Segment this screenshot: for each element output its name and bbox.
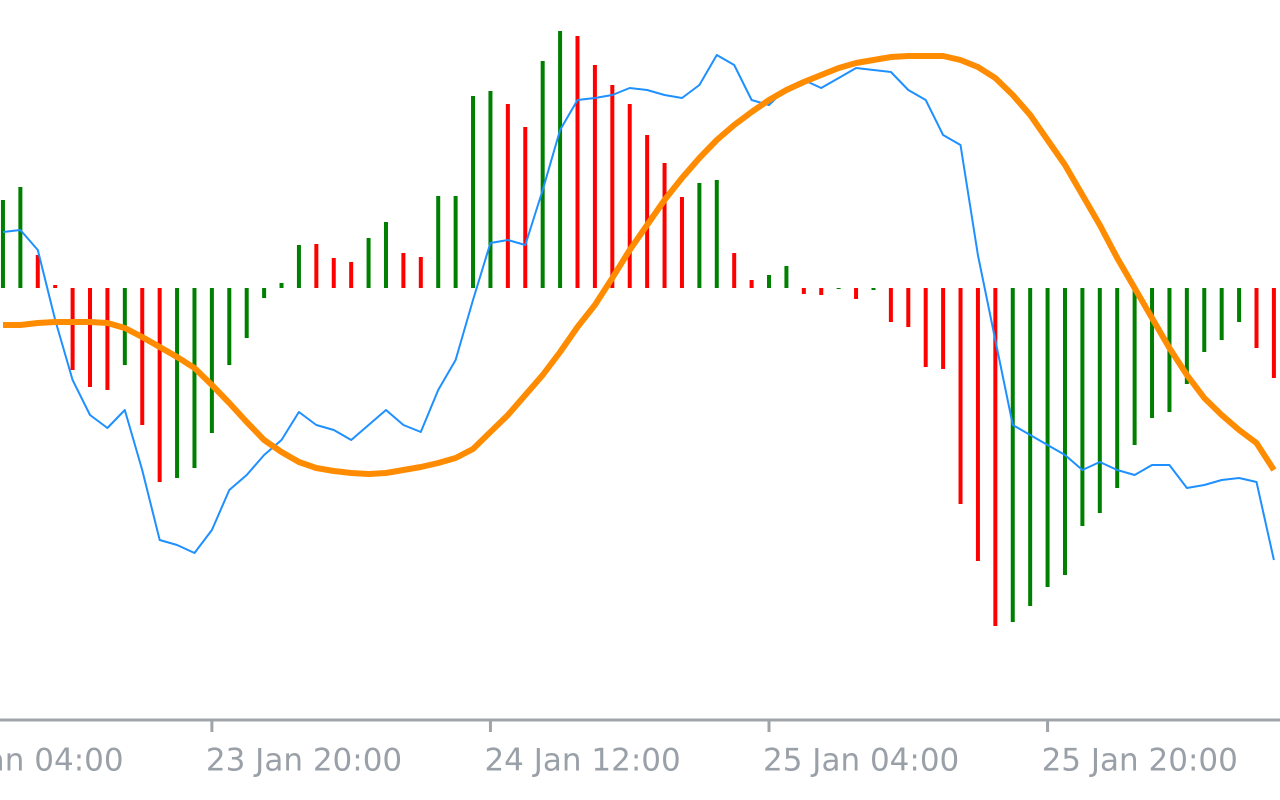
histogram-bar <box>505 104 510 288</box>
histogram-bar <box>349 262 354 288</box>
histogram-bar <box>1045 288 1050 587</box>
histogram-bar <box>175 288 180 478</box>
x-tick-label: 24 Jan 12:00 <box>484 743 680 779</box>
histogram-bar <box>471 96 476 288</box>
histogram-bar <box>941 288 946 369</box>
histogram-bar <box>558 31 563 288</box>
histogram-bar <box>714 180 719 288</box>
histogram-bar <box>70 288 75 370</box>
histogram-bar <box>314 244 319 288</box>
histogram-bar <box>1150 288 1155 418</box>
histogram-bar <box>575 36 580 288</box>
histogram-bar <box>801 288 806 294</box>
histogram-bar <box>836 288 841 289</box>
histogram-bar <box>627 104 632 288</box>
histogram-bar <box>140 288 145 425</box>
histogram-bar <box>105 288 110 390</box>
histogram-bar <box>88 288 93 387</box>
indicator-line <box>2 54 1275 561</box>
histogram-bar <box>645 135 650 288</box>
histogram-bar <box>436 196 441 288</box>
histogram-bar <box>1132 288 1137 445</box>
histogram-bar <box>1028 288 1033 606</box>
histogram-bar <box>854 288 859 299</box>
histogram-bar <box>0 200 5 288</box>
histogram-bar <box>1010 288 1015 622</box>
histogram-bar <box>732 253 737 288</box>
histogram-bar <box>418 257 423 288</box>
histogram-bar <box>888 288 893 322</box>
histogram-bar <box>784 266 789 288</box>
histogram-bar <box>1184 288 1189 384</box>
histogram-bar <box>610 85 615 288</box>
x-tick-label: 25 Jan 20:00 <box>1042 743 1238 779</box>
histogram-bar <box>296 245 301 288</box>
histogram-bar <box>1080 288 1085 526</box>
histogram-bar <box>488 91 493 288</box>
histogram-bar <box>540 61 545 288</box>
histogram-bar <box>697 183 702 288</box>
histogram-bar <box>192 288 197 468</box>
histogram-bar <box>993 288 998 626</box>
histogram-bar <box>749 280 754 288</box>
histogram-bar <box>383 222 388 288</box>
histogram-bar <box>523 127 528 288</box>
histogram-bar <box>262 288 267 298</box>
histogram-bar <box>592 65 597 288</box>
x-tick-label: 23 Jan 20:00 <box>206 743 402 779</box>
histogram-bar <box>1062 288 1067 575</box>
histogram-bar <box>1254 288 1259 348</box>
histogram-bar <box>227 288 232 365</box>
histogram-bar <box>923 288 928 367</box>
histogram-bar <box>279 283 284 288</box>
x-tick-label: 25 Jan 04:00 <box>763 743 959 779</box>
histogram-bar <box>331 258 336 288</box>
histogram-bar <box>18 187 23 288</box>
histogram-bar <box>1115 288 1120 488</box>
histogram-bar <box>157 288 162 482</box>
histogram-bar <box>244 288 249 338</box>
histogram-bar <box>1271 288 1276 378</box>
histogram-bar <box>958 288 963 504</box>
histogram-bar <box>35 255 40 288</box>
histogram-bar <box>871 288 876 290</box>
histogram-bar <box>1219 288 1224 340</box>
histogram-bar <box>975 288 980 561</box>
histogram-bar <box>453 196 458 288</box>
x-tick-label: 23 Jan 04:00 <box>0 743 124 779</box>
histogram-bar <box>1202 288 1207 352</box>
histogram-bar <box>53 285 58 288</box>
histogram-bar <box>767 275 772 288</box>
histogram-bar <box>679 197 684 288</box>
indicator-line <box>3 53 1277 477</box>
histogram-bar <box>209 288 214 433</box>
histogram-bar <box>906 288 911 327</box>
histogram-bar <box>1097 288 1102 513</box>
histogram-bar <box>819 288 824 295</box>
histogram-bar <box>1237 288 1242 322</box>
histogram-bar <box>662 163 667 288</box>
histogram-bar <box>401 253 406 288</box>
histogram-bar <box>366 238 371 288</box>
